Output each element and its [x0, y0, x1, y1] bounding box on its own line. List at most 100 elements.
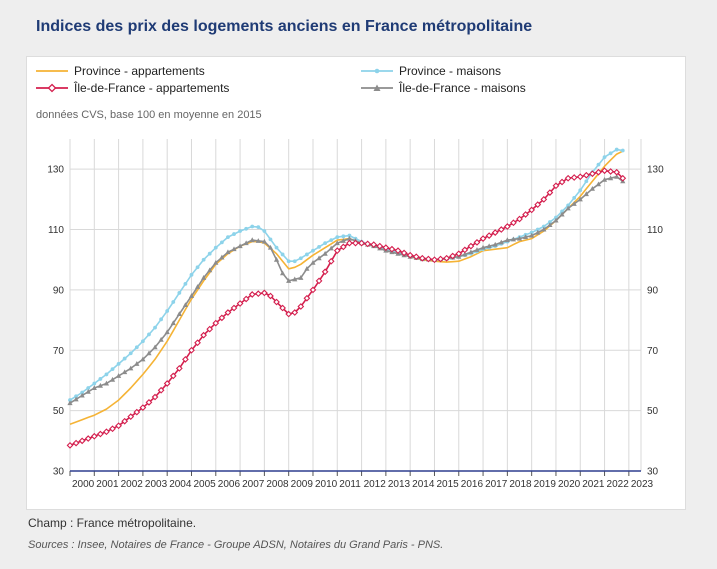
data-point [128, 365, 134, 371]
data-point [115, 373, 122, 378]
data-point [159, 317, 164, 322]
data-point [80, 390, 85, 395]
data-point [572, 195, 577, 200]
data-point [321, 268, 329, 276]
data-point [315, 277, 323, 285]
data-point [213, 245, 218, 250]
tick-labels: 30 30 50 50 70 70 90 90 110 110 130 130 2000 2001 2002… [47, 165, 664, 490]
x-tick-label: 2008 [266, 479, 289, 490]
x-tick-label: 2005 [193, 479, 216, 490]
data-point [96, 430, 104, 438]
data-point [582, 171, 590, 179]
data-point [528, 206, 536, 214]
legend-label: Île-de-France - maisons [399, 81, 526, 95]
series-idf-appartements [66, 167, 627, 449]
data-point [78, 437, 86, 445]
y-tick-label-left: 90 [53, 285, 65, 296]
data-point [328, 245, 334, 251]
data-point [491, 229, 499, 236]
y-tick-label-right: 90 [647, 285, 659, 296]
y-tick-label-left: 70 [53, 346, 65, 357]
data-point [510, 219, 517, 227]
y-tick-label-left: 110 [48, 225, 64, 236]
data-point [608, 151, 613, 156]
data-point [503, 223, 511, 230]
data-point [560, 209, 564, 214]
data-point [212, 319, 220, 327]
data-point [578, 188, 583, 193]
data-point [158, 336, 164, 342]
data-point [297, 303, 305, 310]
y-tick-label-left: 130 [47, 165, 64, 176]
data-point [309, 286, 317, 294]
series-lines [66, 147, 627, 449]
data-point [461, 246, 469, 254]
data-point [613, 168, 621, 176]
data-point [201, 275, 207, 280]
data-point [232, 232, 236, 236]
data-point [103, 428, 110, 436]
data-point [273, 256, 280, 262]
data-point [176, 311, 182, 317]
data-point [462, 251, 468, 257]
data-point [73, 396, 79, 402]
data-point [449, 252, 457, 260]
data-point [334, 240, 340, 246]
x-tick-label: 2016 [461, 479, 484, 490]
y-tick-label-right: 70 [647, 346, 659, 357]
data-point [256, 225, 261, 230]
data-point [66, 441, 74, 449]
data-point [261, 238, 267, 244]
data-point [116, 361, 121, 366]
data-point [304, 265, 310, 271]
data-point [261, 289, 268, 297]
data-point [134, 345, 139, 350]
data-point [188, 293, 195, 298]
data-point [254, 290, 262, 298]
data-point [474, 247, 480, 252]
x-tick-label: 2022 [607, 479, 630, 490]
x-tick-label: 2023 [631, 479, 654, 490]
data-point [437, 255, 444, 263]
data-point [250, 224, 255, 229]
data-point [541, 224, 546, 229]
x-tick-label: 2014 [412, 479, 435, 490]
data-point [564, 174, 572, 182]
x-tick-label: 2001 [96, 479, 119, 490]
data-point [504, 237, 510, 243]
x-tick-label: 2019 [534, 479, 557, 490]
data-point [226, 235, 230, 239]
data-point [316, 255, 322, 261]
data-point [147, 332, 151, 337]
data-point [418, 254, 426, 262]
legend-label: Île-de-France - appartements [74, 81, 230, 95]
legend-diamond-line-icon [36, 83, 68, 93]
data-point [286, 278, 292, 283]
x-tick-label: 2003 [145, 479, 168, 490]
data-point [84, 435, 92, 442]
data-point [400, 249, 408, 257]
data-point [534, 201, 542, 209]
data-point [516, 235, 523, 241]
legend-dot-line-icon [361, 68, 393, 74]
data-point [595, 181, 602, 187]
data-point [510, 236, 517, 242]
footer-sources: Sources : Insee, Notaires de France - Gr… [28, 539, 444, 551]
data-point [238, 229, 242, 233]
data-point [364, 240, 372, 248]
y-tick-label-right: 30 [647, 467, 659, 478]
data-point [479, 235, 487, 242]
data-point [406, 251, 414, 259]
series-idf-maisons [67, 173, 626, 406]
data-point [541, 226, 547, 232]
data-point [589, 170, 596, 178]
data-point [497, 226, 505, 233]
data-point [145, 398, 153, 406]
data-point [346, 239, 353, 247]
data-point [602, 155, 607, 160]
data-point [182, 355, 189, 363]
data-point [139, 404, 147, 411]
data-point [104, 372, 109, 377]
x-tick-label: 2007 [242, 479, 265, 490]
x-tick-label: 2010 [315, 479, 338, 490]
